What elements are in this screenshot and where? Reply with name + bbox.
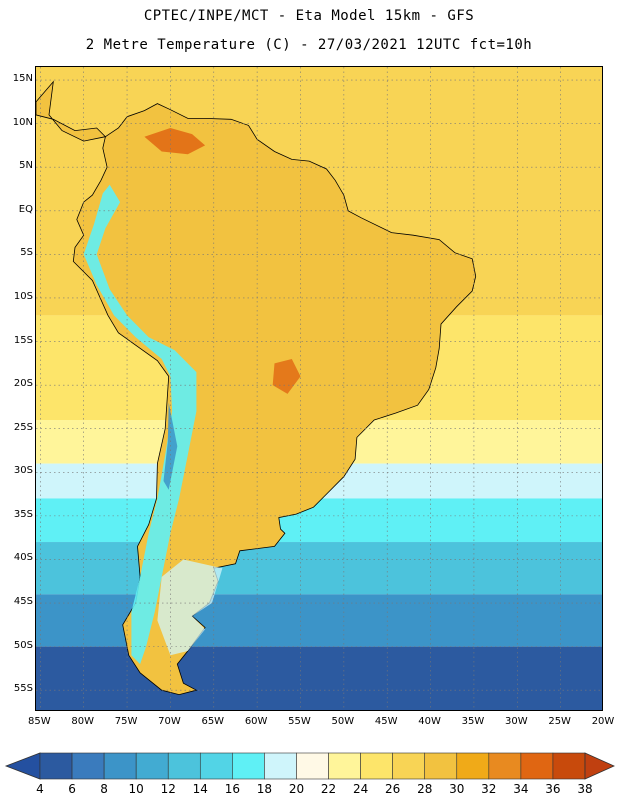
longitude-label: 45W bbox=[374, 716, 398, 727]
colorbar-box bbox=[103, 752, 137, 780]
latitude-label: 30S bbox=[13, 465, 33, 477]
central-america-landmass bbox=[36, 80, 107, 142]
colorbar-box bbox=[520, 752, 554, 780]
longitude-label: 40W bbox=[418, 716, 441, 727]
latitude-label: 55S bbox=[13, 683, 33, 695]
longitude-label: 25W bbox=[548, 716, 571, 727]
colorbar-label: 10 bbox=[128, 782, 144, 796]
longitude-label: 35W bbox=[461, 716, 485, 727]
colorbar-label: 18 bbox=[256, 782, 273, 796]
ocean-band bbox=[36, 594, 602, 647]
latitude-label: 50S bbox=[13, 639, 33, 651]
colorbar-label: 32 bbox=[481, 782, 497, 796]
colorbar-label: 6 bbox=[68, 782, 76, 796]
colorbar-label: 22 bbox=[320, 782, 337, 796]
latitude-label: EQ bbox=[18, 203, 33, 215]
longitude-label: 55W bbox=[288, 716, 311, 727]
patagonia-cool-region bbox=[157, 559, 223, 656]
colorbar-label: 36 bbox=[545, 782, 561, 796]
ocean-band bbox=[36, 646, 602, 710]
ocean-band bbox=[36, 498, 602, 543]
colorbar-label: 12 bbox=[160, 782, 176, 796]
latitude-label: 35S bbox=[13, 508, 33, 520]
colorbar-box bbox=[135, 752, 169, 780]
longitude-label: 50W bbox=[331, 716, 355, 727]
colorbar-label: 20 bbox=[288, 782, 305, 796]
colorbar-box bbox=[39, 752, 73, 780]
hot-region-llanos bbox=[144, 128, 206, 155]
colorbar-box bbox=[199, 752, 233, 780]
colorbar-box bbox=[264, 752, 297, 780]
latitude-label: 40S bbox=[13, 552, 33, 564]
latitude-label: 10S bbox=[13, 290, 33, 302]
colorbar-box bbox=[392, 752, 426, 780]
longitude-label: 30W bbox=[504, 716, 528, 727]
latitude-label: 25S bbox=[13, 421, 33, 433]
colorbar-label: 16 bbox=[224, 782, 240, 796]
colorbar-box bbox=[296, 752, 329, 780]
latitude-label: 5S bbox=[20, 247, 33, 259]
colorbar-box bbox=[424, 752, 458, 780]
colorbar-label: 8 bbox=[100, 782, 108, 796]
latitude-label: 15S bbox=[13, 334, 33, 346]
colorbar-box bbox=[167, 752, 201, 780]
colorbar-box bbox=[552, 752, 586, 780]
temperature-map bbox=[36, 67, 602, 710]
latitude-label: 20S bbox=[13, 378, 33, 390]
south-america-landmass bbox=[72, 103, 477, 696]
longitude-label: 70W bbox=[158, 716, 181, 727]
ocean-band bbox=[36, 542, 602, 595]
colorbar-over-arrow bbox=[584, 752, 615, 780]
colorbar-label: 4 bbox=[36, 782, 44, 796]
longitude-label: 65W bbox=[201, 716, 225, 727]
colorbar-label: 38 bbox=[577, 782, 593, 796]
color-legend bbox=[4, 752, 615, 780]
longitude-label: 20W bbox=[591, 716, 615, 727]
map-subtitle: 2 Metre Temperature (C) - 27/03/2021 12U… bbox=[85, 37, 533, 53]
colorbar-box bbox=[360, 752, 393, 780]
colorbar-box bbox=[328, 752, 361, 780]
colorbar-label: 26 bbox=[385, 782, 401, 796]
map-title: CPTEC/INPE/MCT - Eta Model 15km - GFS bbox=[143, 8, 475, 24]
colorbar-label: 28 bbox=[417, 782, 433, 796]
longitude-label: 75W bbox=[114, 716, 138, 727]
colorbar-label: 30 bbox=[449, 782, 465, 796]
andes-cold-region bbox=[83, 184, 197, 665]
latitude-label: 5N bbox=[19, 160, 33, 172]
longitude-label: 80W bbox=[71, 716, 94, 727]
latitude-label: 45S bbox=[13, 596, 33, 608]
latitude-label: 15N bbox=[12, 73, 33, 85]
longitude-label: 60W bbox=[244, 716, 268, 727]
colorbar-box bbox=[456, 752, 490, 780]
colorbar-label: 34 bbox=[513, 782, 529, 796]
colorbar-label: 14 bbox=[192, 782, 208, 796]
colorbar-under-arrow bbox=[4, 752, 41, 780]
colorbar-box bbox=[232, 752, 265, 780]
colorbar-label: 24 bbox=[352, 782, 369, 796]
longitude-label: 85W bbox=[28, 716, 51, 727]
colorbar-box bbox=[71, 752, 105, 780]
colorbar-box bbox=[488, 752, 522, 780]
latitude-label: 10N bbox=[12, 116, 33, 128]
map-frame bbox=[35, 66, 603, 711]
